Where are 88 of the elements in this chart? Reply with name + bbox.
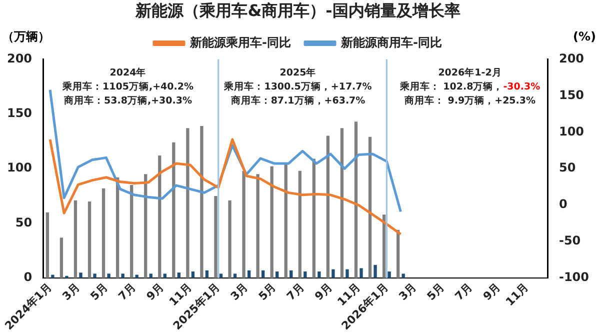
bar [276, 271, 279, 278]
y2-tick-label: 200 [558, 51, 584, 66]
y2-tick-label: 100 [558, 124, 584, 138]
bar [144, 174, 148, 278]
bar [262, 270, 265, 278]
y2-tick-label: -50 [558, 234, 581, 248]
x-tick-label: 7月 [284, 280, 307, 304]
bar [346, 269, 349, 278]
bar [88, 201, 92, 278]
bar [65, 276, 68, 278]
bar [326, 136, 330, 278]
bar [177, 272, 180, 278]
bar [233, 274, 237, 278]
x-tick-label: 3月 [228, 280, 251, 304]
annotation: 乘用车： 102.8万辆，-30.3% [398, 80, 541, 93]
annotation: 商用车：87.1万辆，+63.7% [230, 94, 366, 107]
bar [374, 264, 377, 278]
bar [107, 274, 110, 278]
annotation: 2024年 [110, 66, 146, 79]
bar [270, 166, 274, 278]
bar [290, 270, 293, 278]
bar [93, 274, 96, 278]
bar [158, 155, 162, 278]
bar [74, 200, 78, 278]
bar [388, 271, 391, 278]
bar [172, 142, 176, 278]
bar [312, 158, 316, 278]
legend-label: 新能源乘用车-同比 [189, 35, 292, 50]
legend-label: 新能源商用车-同比 [340, 35, 442, 50]
y2-tick-label: 150 [558, 88, 584, 102]
bar [191, 271, 195, 278]
bar [256, 174, 260, 278]
x-tick-label: 5月 [424, 280, 447, 304]
bar [318, 271, 321, 278]
bar [382, 214, 386, 278]
y-tick-label: 200 [6, 51, 32, 66]
y-tick-label: 50 [15, 215, 32, 230]
bar [46, 212, 50, 278]
bar [130, 185, 134, 278]
bar [205, 270, 209, 278]
y2-axis-title: (%) [573, 29, 596, 44]
x-tick-label: 9月 [480, 280, 504, 304]
annotation: 商用车：53.8万辆,+30.3% [63, 94, 192, 107]
annotation: 乘用车：1300.5万辆，+17.7% [223, 80, 372, 93]
x-tick-label: 9月 [312, 280, 335, 304]
y2-tick-label: -100 [558, 270, 589, 284]
bar [200, 126, 204, 278]
bar [360, 268, 363, 278]
y-axis-title: （万辆） [2, 29, 50, 44]
x-tick-label: 3月 [396, 280, 419, 304]
y2-tick-label: 50 [558, 160, 576, 175]
bar [228, 200, 232, 278]
x-tick-label: 11月 [503, 280, 532, 308]
bar [340, 128, 344, 278]
y-tick-label: 100 [6, 160, 32, 175]
bar [163, 274, 166, 278]
bar [402, 274, 405, 278]
x-tick-label: 7月 [116, 280, 138, 304]
chart-title: 新能源（乘用车&商用车）-国内销量及增长率 [134, 0, 460, 20]
x-tick-label: 9月 [144, 280, 166, 304]
annotation: 乘用车：1105万辆,+40.2% [62, 80, 194, 93]
annotation: 2025年 [280, 66, 316, 79]
y-tick-label: 0 [24, 270, 32, 284]
bar [121, 274, 124, 278]
bar [60, 238, 64, 278]
bar [368, 136, 372, 278]
x-tick-label: 7月 [452, 280, 475, 304]
x-tick-label: 5月 [88, 280, 110, 304]
y2-tick-label: 0 [558, 197, 568, 212]
bar [298, 170, 302, 278]
bar [247, 270, 251, 278]
x-tick-label: 3月 [60, 280, 82, 304]
bar [214, 196, 218, 278]
bar [332, 269, 335, 278]
bar [354, 122, 358, 278]
bar [51, 274, 54, 278]
annotation: 2026年1-2月 [438, 66, 502, 79]
y-tick-label: 150 [6, 106, 32, 120]
bar [284, 164, 288, 278]
bar [149, 274, 152, 278]
bar [79, 272, 82, 278]
bar [186, 128, 190, 278]
bar [242, 170, 246, 278]
x-tick-label: 5月 [256, 280, 279, 304]
bar [219, 274, 223, 278]
bar [102, 188, 106, 278]
bar [304, 271, 307, 278]
annotation: 商用车： 9.9万辆，+25.3% [403, 94, 536, 107]
